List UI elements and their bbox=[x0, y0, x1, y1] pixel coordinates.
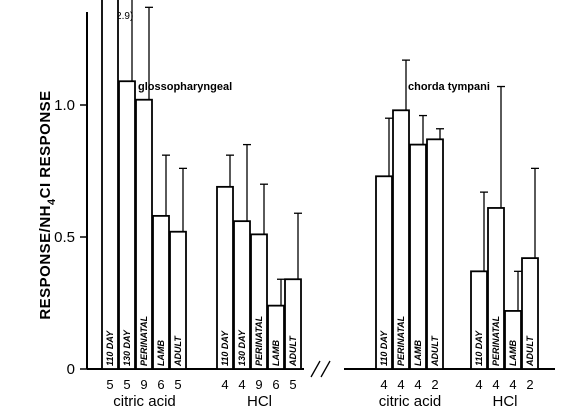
y-label-part: CI RESPONSE bbox=[37, 90, 54, 198]
sample-size-label: 5 bbox=[289, 377, 296, 392]
bar-label: LAMB bbox=[413, 340, 423, 366]
y-tick-label: 1.0 bbox=[54, 97, 75, 114]
sample-size-label: 4 bbox=[414, 377, 421, 392]
y-label-subscript: 4 bbox=[46, 198, 58, 205]
axis-break-stroke bbox=[320, 360, 331, 378]
bar-label: LAMB bbox=[508, 340, 518, 366]
sample-size-label: 2 bbox=[431, 377, 438, 392]
bar bbox=[392, 109, 410, 370]
bar bbox=[504, 310, 522, 370]
stimulus-label: HCl bbox=[493, 393, 518, 407]
bar bbox=[216, 185, 234, 370]
bar-label: 110 DAY bbox=[220, 330, 230, 366]
axis-break-stroke bbox=[310, 360, 321, 378]
bar bbox=[101, 0, 119, 370]
bar bbox=[118, 80, 136, 370]
sample-size-label: 5 bbox=[123, 377, 130, 392]
bars: 110 DAY 130 DAY PERINATAL LAMB ADULT 110 DAY 1… bbox=[101, 0, 539, 370]
y-label-part: RESPONSE/NH bbox=[37, 205, 54, 320]
nerve-label-chorda-tympani: chorda tympani bbox=[408, 81, 490, 93]
sample-size-label: 5 bbox=[174, 377, 181, 392]
bar bbox=[487, 207, 505, 370]
bar-label: PERINATAL bbox=[491, 316, 501, 366]
bar-label: LAMB bbox=[156, 340, 166, 366]
sample-size-label: 9 bbox=[140, 377, 147, 392]
y-tick-label: 0 bbox=[67, 361, 75, 378]
bar-label: 130 DAY bbox=[237, 329, 247, 366]
bar-label: 110 DAY bbox=[105, 330, 115, 366]
bar bbox=[135, 98, 153, 370]
sample-size-label: 2 bbox=[526, 377, 533, 392]
sample-size-label: 4 bbox=[492, 377, 499, 392]
bar-label: ADULT bbox=[173, 335, 183, 367]
y-ticks: 00.51.01.52.02.5 bbox=[54, 97, 87, 378]
bar bbox=[152, 214, 170, 370]
error-annotation: (2.9) bbox=[113, 11, 134, 22]
bar-label: ADULT bbox=[430, 335, 440, 367]
bar bbox=[409, 143, 427, 370]
sample-size-label: 9 bbox=[255, 377, 262, 392]
bar-label: 110 DAY bbox=[379, 330, 389, 366]
bar bbox=[426, 138, 444, 370]
stimulus-label: citric acid bbox=[379, 393, 442, 407]
axis-break-mark bbox=[310, 360, 331, 378]
y-tick-label: 0.5 bbox=[54, 229, 75, 246]
bar bbox=[521, 257, 539, 370]
bar-label: ADULT bbox=[525, 335, 535, 367]
bar bbox=[470, 270, 488, 370]
bar-label: 130 DAY bbox=[122, 329, 132, 366]
sample-size-label: 4 bbox=[380, 377, 387, 392]
bar bbox=[233, 220, 251, 370]
stimulus-label: HCl bbox=[247, 393, 272, 407]
bar bbox=[375, 175, 393, 370]
bar-label: LAMB bbox=[271, 340, 281, 366]
sample-size-label: 4 bbox=[221, 377, 228, 392]
bar bbox=[267, 304, 285, 370]
bar-label: PERINATAL bbox=[396, 316, 406, 366]
sample-size-label: 4 bbox=[397, 377, 404, 392]
sample-size-label: 6 bbox=[272, 377, 279, 392]
bar-label: ADULT bbox=[288, 335, 298, 367]
bar bbox=[284, 278, 302, 370]
y-axis-label: RESPONSE/NH4CI RESPONSE bbox=[37, 90, 58, 319]
bar bbox=[250, 233, 268, 370]
sample-size-label: 4 bbox=[475, 377, 482, 392]
sample-size-label: 4 bbox=[238, 377, 245, 392]
sample-size-label: 4 bbox=[509, 377, 516, 392]
bar-label: 110 DAY bbox=[474, 330, 484, 366]
bar bbox=[169, 230, 187, 370]
bar-label: PERINATAL bbox=[254, 316, 264, 366]
nerve-label-glossopharyngeal: glossopharyngeal bbox=[138, 81, 232, 93]
bar-label: PERINATAL bbox=[139, 316, 149, 366]
sample-size-label: 5 bbox=[106, 377, 113, 392]
stimulus-label: citric acid bbox=[113, 393, 176, 407]
sample-size-label: 6 bbox=[157, 377, 164, 392]
